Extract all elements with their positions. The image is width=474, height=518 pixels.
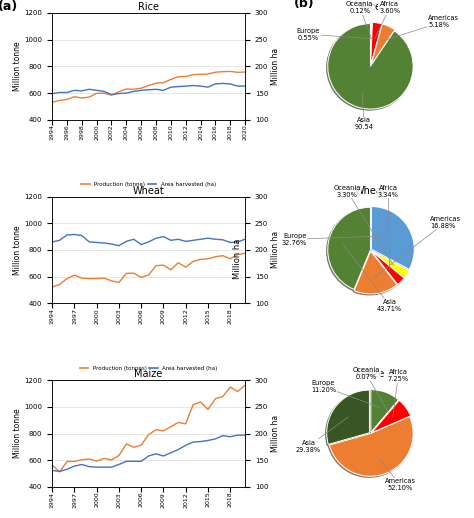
Text: Oceania
3.30%: Oceania 3.30% [333, 184, 393, 265]
Title: Maize: Maize [356, 369, 384, 379]
Wedge shape [371, 390, 399, 433]
Text: Million ha: Million ha [234, 239, 242, 279]
Text: Asia
43.71%: Asia 43.71% [343, 244, 402, 312]
Wedge shape [371, 22, 382, 65]
Wedge shape [327, 390, 369, 444]
Text: Africa
3.34%: Africa 3.34% [378, 184, 399, 270]
Text: Americas
5.18%: Americas 5.18% [382, 15, 459, 41]
Wedge shape [371, 22, 372, 65]
Text: Europe
0.55%: Europe 0.55% [297, 28, 371, 41]
Y-axis label: Million ha: Million ha [271, 415, 280, 452]
Text: Europe
32.76%: Europe 32.76% [281, 233, 394, 246]
Title: Rice: Rice [138, 2, 159, 12]
Wedge shape [371, 24, 395, 65]
Text: Africa
7.25%: Africa 7.25% [388, 369, 409, 417]
Wedge shape [372, 207, 414, 269]
Text: Africa
3.60%: Africa 3.60% [375, 1, 400, 39]
Wedge shape [372, 400, 410, 433]
Wedge shape [354, 251, 397, 294]
Y-axis label: Million tonne: Million tonne [13, 409, 22, 458]
Text: Asia
90.54: Asia 90.54 [355, 93, 374, 131]
Title: Rice: Rice [360, 2, 381, 12]
Text: Oceania
0.12%: Oceania 0.12% [346, 1, 374, 38]
Y-axis label: Million ha: Million ha [271, 232, 280, 268]
Wedge shape [371, 400, 399, 433]
Wedge shape [371, 22, 372, 65]
Y-axis label: Million tonne: Million tonne [13, 225, 22, 275]
Wedge shape [328, 24, 413, 109]
Text: (b): (b) [293, 0, 314, 10]
Title: Maize: Maize [135, 369, 163, 379]
Legend: Production (tonne), Area harvested (ha): Production (tonne), Area harvested (ha) [79, 180, 218, 190]
Wedge shape [371, 251, 404, 284]
Text: Oceania
0.07%: Oceania 0.07% [353, 367, 388, 412]
Legend: Production (tonnes), Area harvested (ha): Production (tonnes), Area harvested (ha) [78, 364, 219, 373]
Text: Americas
16.88%: Americas 16.88% [374, 215, 461, 278]
Text: Asia
29.38%: Asia 29.38% [296, 417, 348, 453]
Wedge shape [329, 416, 413, 476]
Wedge shape [372, 251, 409, 278]
Text: (a): (a) [0, 0, 18, 13]
Title: Wheat: Wheat [133, 186, 164, 196]
Y-axis label: Million tonne: Million tonne [13, 41, 22, 91]
Title: Wheat: Wheat [355, 186, 386, 196]
Y-axis label: Million ha: Million ha [271, 48, 280, 85]
Wedge shape [328, 207, 371, 290]
Text: Europe
11.20%: Europe 11.20% [311, 380, 380, 408]
Text: Americas
52.10%: Americas 52.10% [380, 459, 416, 491]
